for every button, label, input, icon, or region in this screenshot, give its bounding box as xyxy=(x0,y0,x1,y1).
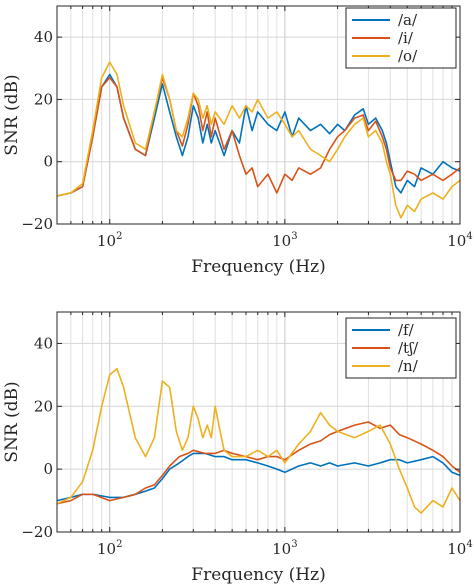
y-tick-label: 0 xyxy=(43,153,53,171)
x-tick-base: 10 xyxy=(272,540,291,558)
legend-label-1: /f/ xyxy=(398,321,415,339)
x-tick-exponent: 4 xyxy=(466,231,472,242)
x-tick-label: 104 xyxy=(447,231,472,250)
x-tick-exponent: 4 xyxy=(466,539,472,550)
x-tick-exponent: 3 xyxy=(291,539,297,550)
y-axis-label: SNR (dB) xyxy=(2,381,22,462)
series-line-3 xyxy=(56,61,461,219)
legend: /f//tʃ//n/ xyxy=(345,317,457,379)
series-line-2 xyxy=(56,76,461,197)
series-line-2 xyxy=(56,421,461,505)
axes-box xyxy=(56,5,461,225)
x-tick-base: 10 xyxy=(97,232,116,250)
x-tick-label: 103 xyxy=(272,231,297,250)
y-tick-label: 40 xyxy=(34,334,53,352)
x-tick-base: 10 xyxy=(97,540,116,558)
x-tick-base: 10 xyxy=(447,232,466,250)
legend: /a//i//o/ xyxy=(345,7,457,69)
grid-lines xyxy=(56,312,461,533)
y-tick-label: 0 xyxy=(43,460,53,478)
x-tick-label: 102 xyxy=(97,539,122,558)
y-tick-label: −20 xyxy=(21,523,53,541)
y-tick-label: 20 xyxy=(34,90,53,108)
grid-lines xyxy=(56,6,461,225)
x-tick-label: 103 xyxy=(272,539,297,558)
y-axis-label: SNR (dB) xyxy=(2,74,22,155)
y-tick-label: 20 xyxy=(34,397,53,415)
axes-box xyxy=(56,311,461,533)
x-tick-exponent: 2 xyxy=(116,539,122,550)
x-tick-exponent: 3 xyxy=(291,231,297,242)
x-tick-label: 104 xyxy=(447,539,472,558)
y-tick-label: 40 xyxy=(34,28,53,46)
legend-label-2: /tʃ/ xyxy=(398,339,419,357)
x-tick-base: 10 xyxy=(272,232,291,250)
legend-label-3: /o/ xyxy=(398,47,418,65)
series-line-3 xyxy=(56,367,461,514)
legend-label-1: /a/ xyxy=(398,11,418,29)
legend-label-2: /i/ xyxy=(398,29,414,47)
x-axis-label: Frequency (Hz) xyxy=(191,257,325,277)
x-tick-exponent: 2 xyxy=(116,231,122,242)
x-tick-base: 10 xyxy=(447,540,466,558)
x-axis-label: Frequency (Hz) xyxy=(191,565,325,584)
x-tick-label: 102 xyxy=(97,231,122,250)
y-tick-label: −20 xyxy=(21,215,53,233)
legend-label-3: /n/ xyxy=(398,357,419,375)
